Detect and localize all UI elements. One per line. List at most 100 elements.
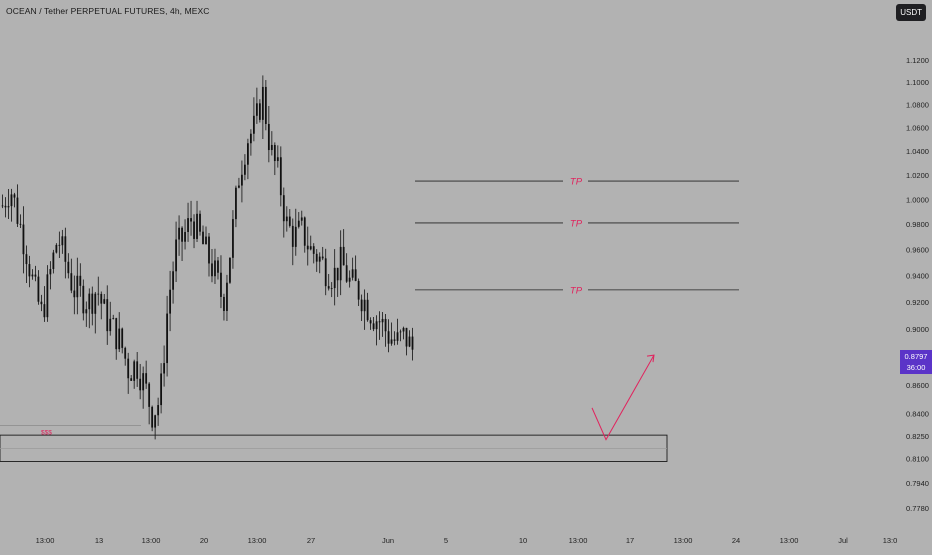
candle-body <box>184 231 186 242</box>
x-tick-label: 17 <box>626 536 634 545</box>
candle-body <box>85 309 88 314</box>
candle-body <box>169 289 171 314</box>
y-tick-label: 0.9400 <box>906 271 929 280</box>
x-tick-label: 13:00 <box>36 536 55 545</box>
candle-body <box>315 253 318 262</box>
candle-body <box>312 246 315 254</box>
candle-body <box>7 206 10 208</box>
x-tick-label: 13:00 <box>569 536 588 545</box>
candle-body <box>229 257 231 283</box>
candle-body <box>157 405 160 416</box>
x-tick-label: Jun <box>382 536 394 545</box>
last-price: 0.8797 <box>904 352 928 361</box>
candle-body <box>112 318 115 319</box>
candle-body <box>37 276 40 302</box>
candle-body <box>387 331 390 344</box>
candle-body <box>28 264 31 277</box>
candle-body <box>393 339 396 341</box>
candle-body <box>136 361 139 379</box>
candle-body <box>273 144 276 162</box>
candle-body <box>160 373 163 406</box>
candle-body <box>211 263 213 277</box>
candle-body <box>363 299 366 312</box>
candle-body <box>13 194 16 198</box>
candle-body <box>348 277 351 282</box>
candle-body <box>258 103 261 120</box>
y-tick-label: 0.8600 <box>906 381 929 390</box>
tp-label: TP <box>570 285 583 296</box>
y-tick-label: 1.0000 <box>906 195 929 204</box>
candle-body <box>303 217 306 246</box>
candle-body <box>103 299 106 304</box>
x-tick-label: 13:0 <box>883 536 898 545</box>
candle-body <box>321 256 324 259</box>
candle-body <box>384 318 387 332</box>
candle-body <box>145 373 148 384</box>
candle-body <box>91 293 94 314</box>
candle-body <box>124 347 127 359</box>
candle-body <box>291 225 294 247</box>
candle-body <box>372 323 375 330</box>
candle-body <box>264 86 267 124</box>
y-tick-label: 0.7780 <box>906 504 929 513</box>
candle-body <box>294 226 297 247</box>
candle-body <box>106 299 109 332</box>
candle-body <box>4 205 7 208</box>
candle-body <box>330 288 333 289</box>
y-tick-label: 1.0400 <box>906 147 929 156</box>
candle-body <box>369 320 372 324</box>
candle-body <box>282 195 285 222</box>
x-tick-label: 13:00 <box>780 536 799 545</box>
y-tick-label: 1.0200 <box>906 171 929 180</box>
tp-label: TP <box>570 218 583 229</box>
candle-body <box>336 267 339 281</box>
y-tick-label: 1.1000 <box>906 78 929 87</box>
candle-body <box>405 327 408 347</box>
candle-body <box>342 246 345 266</box>
x-tick-label: 10 <box>519 536 527 545</box>
candle-body <box>196 213 198 239</box>
candle-body <box>205 236 207 245</box>
candle-body <box>127 358 130 379</box>
candle-body <box>19 223 22 225</box>
candle-body <box>255 103 258 116</box>
candle-body <box>220 272 222 297</box>
candle-body <box>202 231 204 245</box>
y-tick-label: 0.9800 <box>906 220 929 229</box>
x-tick-label: 13:00 <box>142 536 161 545</box>
candle-body <box>10 194 13 207</box>
candle-body <box>306 245 309 250</box>
candle-body <box>88 293 91 310</box>
candle-body <box>16 197 19 224</box>
candle-body <box>217 260 219 273</box>
candle-body <box>223 296 225 311</box>
candle-body <box>142 373 145 391</box>
candle-body <box>309 246 312 250</box>
candle-body <box>151 406 154 428</box>
candle-body <box>399 331 402 333</box>
y-tick-label: 0.8100 <box>906 454 929 463</box>
y-tick-label: 1.0800 <box>906 101 929 110</box>
bar-countdown: 36:00 <box>906 363 926 372</box>
candle-body <box>208 236 210 264</box>
candle-body <box>402 327 405 332</box>
candle-body <box>64 236 67 262</box>
time-axis[interactable]: 13:00 13 13:00 20 13:00 27 Jun 5 10 13:00 17 13:00 2… <box>36 536 898 545</box>
candle-body <box>175 239 177 272</box>
currency-button[interactable]: USDT <box>896 4 926 21</box>
candle-body <box>318 256 321 262</box>
candle-body <box>58 244 61 246</box>
candle-body <box>49 269 52 275</box>
candle-body <box>333 267 336 289</box>
candle-body <box>73 290 76 298</box>
y-tick-label: 0.9600 <box>906 246 929 255</box>
candle-body <box>52 252 55 270</box>
candle-body <box>327 286 330 289</box>
candle-body <box>252 115 255 134</box>
candle-body <box>154 415 157 428</box>
candle-body <box>166 313 168 364</box>
price-axis[interactable]: 1.1200 1.1000 1.0800 1.0600 1.0400 1.0200 1.00… <box>906 56 929 513</box>
projection-arrow <box>591 354 655 441</box>
